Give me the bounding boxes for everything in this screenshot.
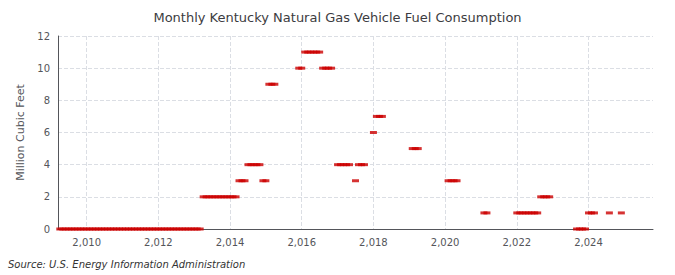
svg-text:Monthly Kentucky Natural Gas V: Monthly Kentucky Natural Gas Vehicle Fue… <box>153 10 521 25</box>
svg-text:8: 8 <box>44 95 50 106</box>
svg-text:2,022: 2,022 <box>502 237 531 248</box>
svg-text:10: 10 <box>37 63 50 74</box>
svg-text:6: 6 <box>44 127 50 138</box>
svg-text:2,020: 2,020 <box>431 237 460 248</box>
svg-text:2,016: 2,016 <box>287 237 316 248</box>
svg-text:2,010: 2,010 <box>72 237 101 248</box>
svg-text:4: 4 <box>44 159 50 170</box>
svg-text:2,014: 2,014 <box>216 237 245 248</box>
svg-text:Million Cubic Feet: Million Cubic Feet <box>14 83 27 180</box>
svg-text:2: 2 <box>44 191 50 202</box>
svg-text:2,018: 2,018 <box>359 237 388 248</box>
svg-text:2,012: 2,012 <box>144 237 173 248</box>
svg-text:0: 0 <box>44 224 50 235</box>
svg-text:2,024: 2,024 <box>574 237 603 248</box>
svg-text:12: 12 <box>37 31 50 42</box>
svg-text:Source: U.S. Energy Informatio: Source: U.S. Energy Information Administ… <box>8 259 245 270</box>
